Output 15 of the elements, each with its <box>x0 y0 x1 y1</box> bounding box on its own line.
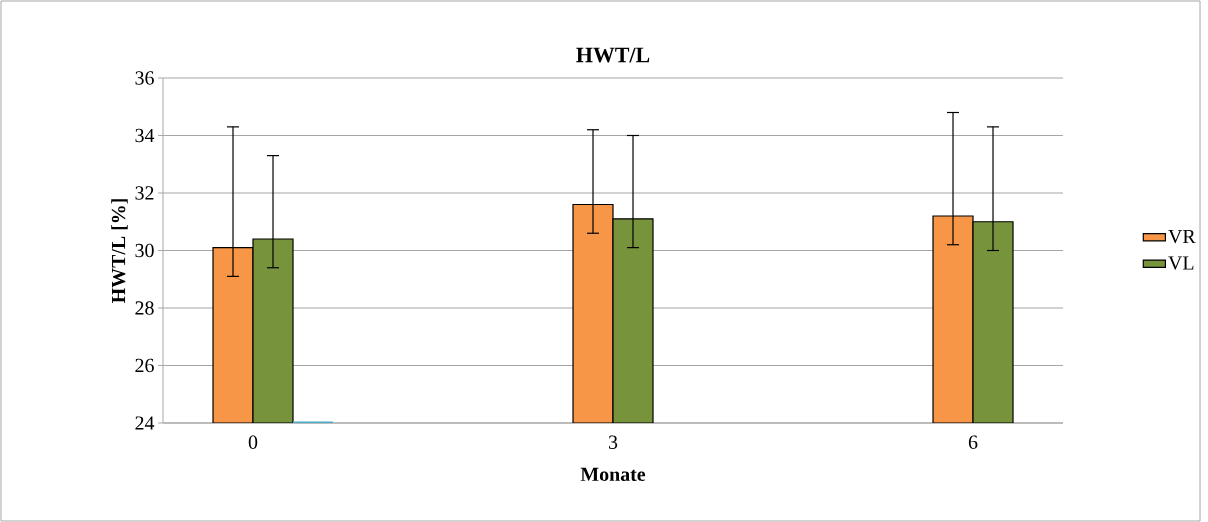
y-tick-label: 28 <box>135 301 154 315</box>
x-tick-label: 6 <box>968 435 978 449</box>
legend-label: VL <box>1168 256 1194 270</box>
y-axis-title: HWT/L [%] <box>111 199 128 304</box>
x-axis-title: Monate <box>580 467 646 482</box>
y-tick-label: 36 <box>135 71 154 85</box>
y-tick-label: 32 <box>135 186 154 200</box>
y-tick-label: 26 <box>135 358 154 373</box>
x-tick-label: 3 <box>608 435 618 449</box>
chart-title: HWT/L <box>576 47 650 63</box>
y-tick-label: 34 <box>135 128 155 143</box>
y-tick-label: 30 <box>135 243 154 258</box>
y-tick-label: 24 <box>135 416 155 430</box>
legend-label: VR <box>1168 229 1196 244</box>
x-tick-label: 0 <box>248 435 258 449</box>
